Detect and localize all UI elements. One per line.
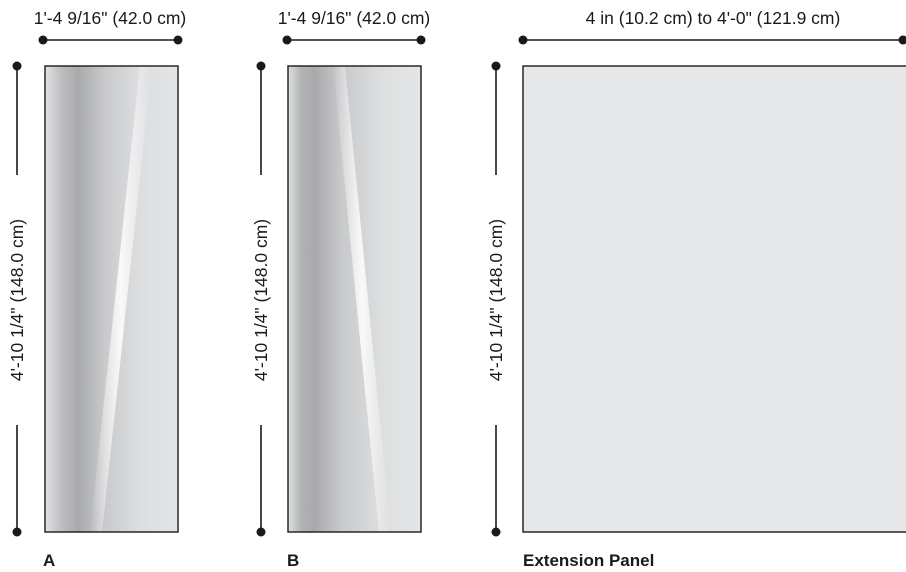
panel-b-width-dimension: 1'-4 9/16" (42.0 cm) [278, 8, 431, 45]
panel-b-width-label: 1'-4 9/16" (42.0 cm) [278, 8, 431, 28]
panel-b-mirror-surface [288, 66, 421, 532]
panel-b-height-label: 4'-10 1/4" (148.0 cm) [251, 219, 271, 381]
panel-a: 1'-4 9/16" (42.0 cm) 4'-10 1/4" (148.0 c… [7, 8, 186, 570]
extension-panel: 4 in (10.2 cm) to 4'-0" (121.9 cm) 4'-10… [486, 8, 906, 570]
panel-a-mirror-surface [45, 66, 178, 532]
panel-a-outline [44, 65, 179, 533]
panel-b-height-dimension: 4'-10 1/4" (148.0 cm) [251, 61, 271, 537]
panel-b: 1'-4 9/16" (42.0 cm) 4'-10 1/4" (148.0 c… [251, 8, 430, 570]
panel-a-label: A [43, 551, 55, 570]
panel-a-width-dimension: 1'-4 9/16" (42.0 cm) [34, 8, 187, 45]
panel-a-width-label: 1'-4 9/16" (42.0 cm) [34, 8, 187, 28]
extension-panel-height-dimension: 4'-10 1/4" (148.0 cm) [486, 61, 506, 537]
panel-a-reflection-streak [90, 66, 152, 532]
panel-b-reflection-streak [333, 66, 391, 532]
extension-panel-width-label: 4 in (10.2 cm) to 4'-0" (121.9 cm) [586, 8, 841, 28]
panel-a-height-label: 4'-10 1/4" (148.0 cm) [7, 219, 27, 381]
extension-panel-label: Extension Panel [523, 551, 654, 570]
extension-panel-height-label: 4'-10 1/4" (148.0 cm) [486, 219, 506, 381]
extension-panel-surface [522, 65, 906, 533]
panel-a-height-dimension: 4'-10 1/4" (148.0 cm) [7, 61, 27, 537]
extension-panel-width-dimension: 4 in (10.2 cm) to 4'-0" (121.9 cm) [518, 8, 906, 45]
panel-b-outline [287, 65, 422, 533]
panel-b-label: B [287, 551, 299, 570]
